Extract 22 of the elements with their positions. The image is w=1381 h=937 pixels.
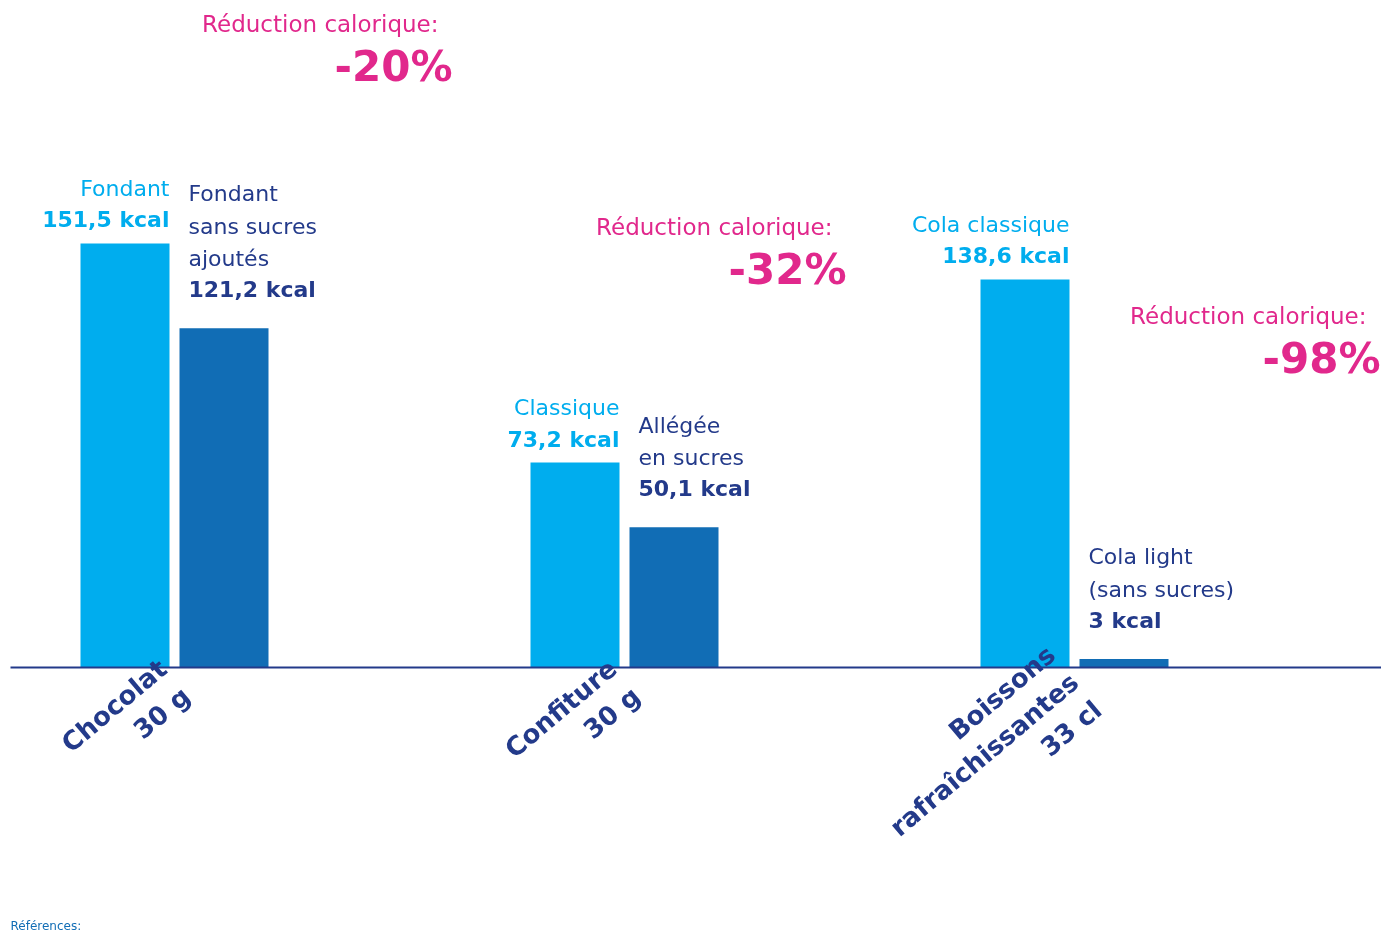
annotation: Classique <box>514 395 620 421</box>
text: Fondant <box>80 175 170 201</box>
bar <box>179 328 269 668</box>
text: Réduction calorique: <box>596 214 833 241</box>
annotation: -98% <box>1262 333 1381 383</box>
annotation: Cola light (sans sucres) <box>1088 544 1235 602</box>
annotation: Réduction calorique: <box>1130 302 1367 329</box>
text: Cola classique <box>911 212 1070 238</box>
text: Références: <box>10 918 82 933</box>
annotation: Fondant sans sucres ajoutés <box>188 181 317 272</box>
bar <box>1079 659 1169 668</box>
data-label: 121,2 kcal <box>188 277 316 303</box>
bar <box>629 527 719 668</box>
data-label: 73,2 kcal <box>507 426 620 452</box>
text: -20% <box>334 42 453 92</box>
data-label: 50,1 kcal <box>638 476 751 502</box>
data-label: 151,5 kcal <box>42 207 170 233</box>
annotation: -32% <box>728 245 847 295</box>
data-label: 138,6 kcal <box>942 243 1070 269</box>
data-label: 3 kcal <box>1088 608 1162 634</box>
text: Réduction calorique: <box>202 11 439 38</box>
annotation: Allégée en sucres <box>638 412 745 471</box>
